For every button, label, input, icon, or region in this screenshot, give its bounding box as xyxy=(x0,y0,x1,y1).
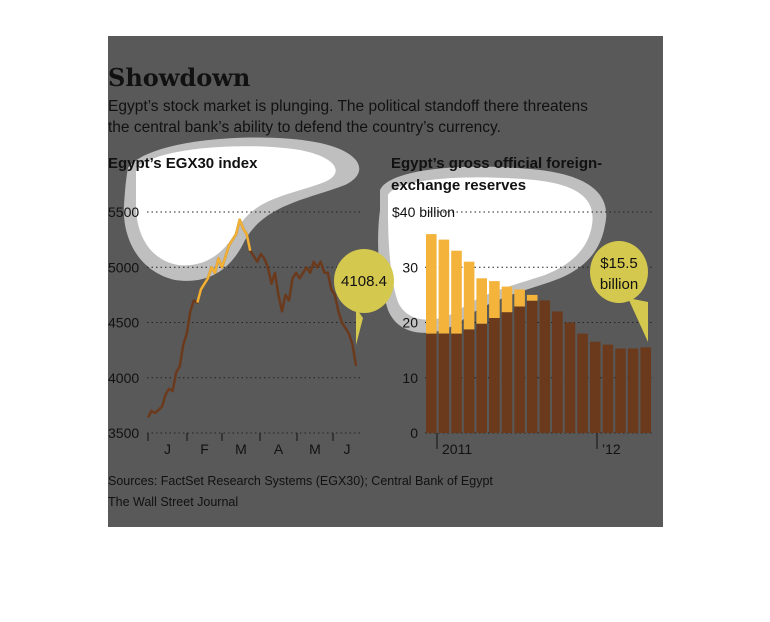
reserves-bar xyxy=(539,300,551,433)
stock-y-tick-label: 5500 xyxy=(108,204,139,220)
credit-line: The Wall Street Journal xyxy=(108,495,238,509)
stock-x-tick-label: F xyxy=(200,441,209,457)
stock-y-tick-label: 5000 xyxy=(108,259,139,275)
stock-line-highlight xyxy=(196,218,252,303)
stock-latest-callout: 4108.4 xyxy=(334,249,394,345)
reserves-bar xyxy=(476,323,487,433)
reserves-chart-title-line-1: Egypt’s gross official foreign- xyxy=(391,155,602,172)
reserves-bars xyxy=(426,234,651,433)
headline: Showdown xyxy=(108,63,250,92)
stock-x-tick-label: J xyxy=(164,441,171,457)
stock-callout-bubble xyxy=(334,249,394,313)
reserves-bar xyxy=(514,306,525,433)
stock-chart-highlight xyxy=(123,137,360,281)
reserves-bar xyxy=(489,317,500,433)
sources-note: Sources: FactSet Research Systems (EGX30… xyxy=(108,474,493,488)
deck-line-2: the central bank’s ability to defend the… xyxy=(108,119,501,136)
reserves-bar xyxy=(526,300,538,433)
stock-latest-label: 4108.4 xyxy=(341,273,387,290)
reserves-latest-label-line-2: billion xyxy=(600,276,638,293)
reserves-bar-highlight xyxy=(451,250,462,334)
stock-chart-title: Egypt’s EGX30 index xyxy=(108,155,258,172)
reserves-callout-bubble xyxy=(590,241,648,303)
reserves-y-tick-label: 0 xyxy=(410,425,418,441)
reserves-bar xyxy=(463,329,475,433)
reserves-x-tick-label: ’12 xyxy=(602,441,621,457)
reserves-bar-highlight xyxy=(501,286,513,313)
reserves-bar xyxy=(501,312,513,433)
reserves-bar-highlight xyxy=(526,294,538,301)
reserves-callout-pointer xyxy=(628,298,648,342)
stock-y-tick-label: 3500 xyxy=(108,425,139,441)
reserves-bar xyxy=(451,333,462,433)
reserves-bar xyxy=(426,333,437,433)
reserves-latest-label-line-1: $15.5 xyxy=(600,255,638,272)
reserves-bar xyxy=(438,333,450,433)
reserves-x-tick-label: 2011 xyxy=(442,441,472,457)
deck-line-1: Egypt’s stock market is plunging. The po… xyxy=(108,98,588,115)
stock-callout-pointer xyxy=(356,308,363,345)
stock-y-tick-label: 4000 xyxy=(108,370,139,386)
reserves-y-tick-label: 30 xyxy=(402,259,418,275)
stock-x-tick-label: M xyxy=(235,441,247,457)
reserves-y-tick-label: 20 xyxy=(402,315,418,331)
reserves-bar-highlight xyxy=(438,239,450,334)
reserves-bar xyxy=(627,348,639,433)
reserves-latest-callout: $15.5 billion xyxy=(590,241,648,342)
stock-line xyxy=(146,218,358,419)
reserves-y-tick-labels: $40 billion 30 20 10 0 xyxy=(392,204,455,441)
reserves-bar xyxy=(615,348,626,433)
reserves-bar-highlight xyxy=(489,281,500,318)
reserves-x-tick-labels: 2011 ’12 xyxy=(436,433,621,457)
reserves-chart-title-line-2: exchange reserves xyxy=(391,177,526,194)
stock-y-tick-labels: 5500 5000 4500 4000 3500 xyxy=(108,204,139,441)
stock-x-tick-label: J xyxy=(344,441,351,457)
reserves-bar xyxy=(577,333,588,433)
reserves-bar-highlight xyxy=(514,289,525,307)
reserves-bar xyxy=(602,344,614,433)
reserves-y-tick-label: 10 xyxy=(402,370,418,386)
reserves-bar xyxy=(640,347,651,433)
reserves-bar xyxy=(589,341,601,433)
reserves-bar-highlight xyxy=(463,261,475,330)
reserves-bar-highlight xyxy=(426,234,437,334)
reserves-y-tick-label: $40 billion xyxy=(392,204,455,220)
highlight-fill xyxy=(136,146,336,266)
reserves-bar xyxy=(552,311,563,433)
reserves-bar xyxy=(564,322,576,433)
reserves-bar-highlight xyxy=(476,278,487,324)
stock-x-tick-label: M xyxy=(309,441,321,457)
stock-y-tick-label: 4500 xyxy=(108,315,139,331)
stock-x-tick-label: A xyxy=(274,441,284,457)
